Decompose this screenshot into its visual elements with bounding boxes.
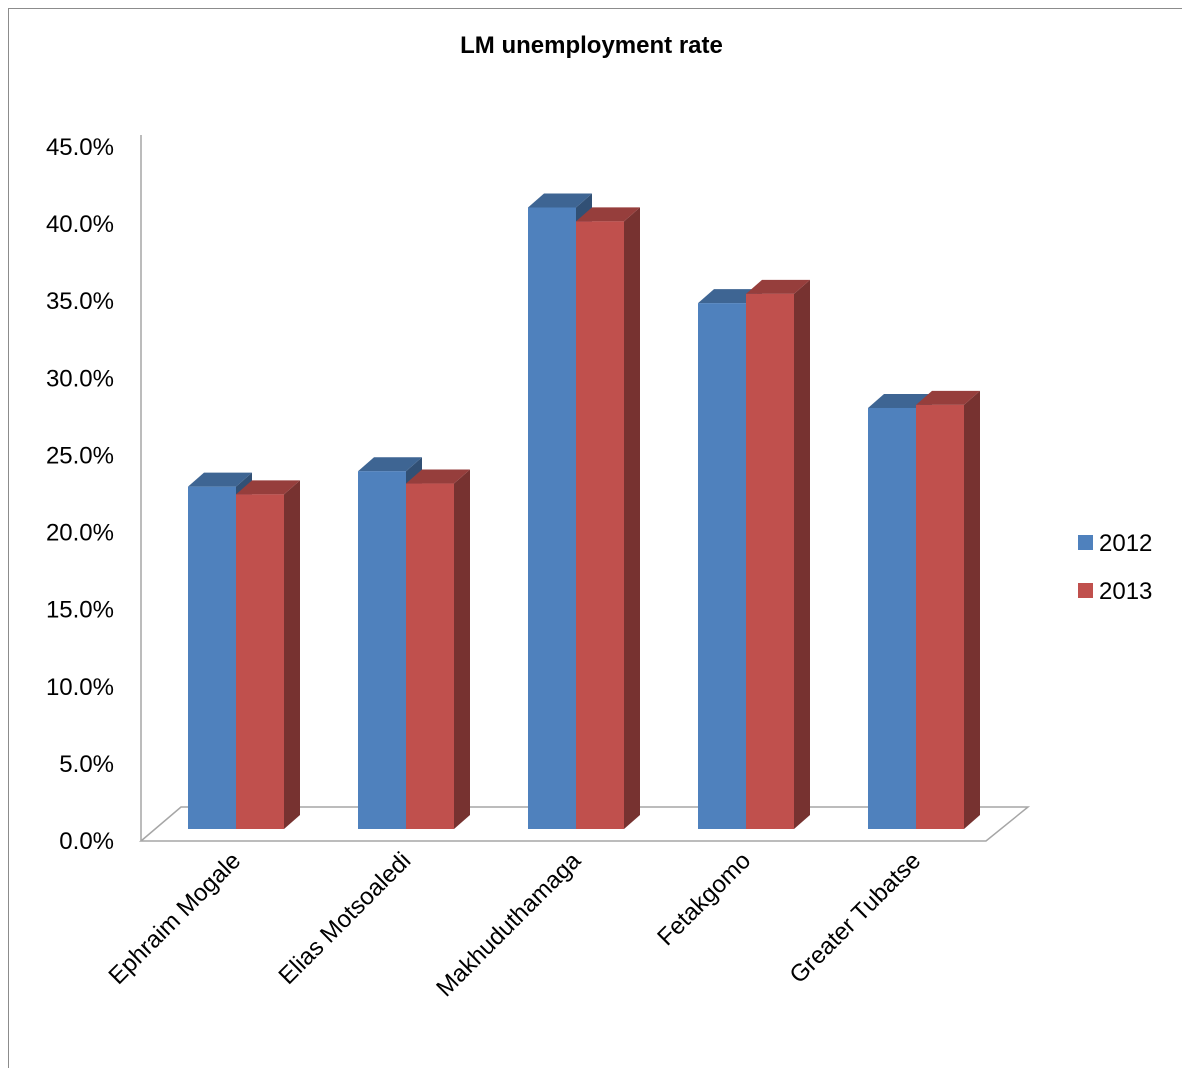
bar-side (964, 390, 980, 829)
bar-top (868, 393, 932, 408)
bar-front (576, 221, 624, 829)
bars (188, 193, 980, 830)
y-tick-label: 0.0% (59, 828, 114, 855)
y-tick-label: 40.0% (46, 211, 114, 238)
y-tick-label: 5.0% (59, 751, 114, 778)
bar-top (236, 480, 300, 495)
bar-front (358, 471, 406, 829)
bar-front (746, 293, 794, 829)
x-category-label: Fetakgomo (652, 847, 756, 951)
bar-top (916, 390, 980, 405)
y-tick-label: 45.0% (46, 134, 114, 161)
bar-2013-3 (746, 279, 810, 829)
bar-side (284, 480, 300, 829)
bar-top (576, 207, 640, 222)
chart-frame (8, 8, 1182, 1068)
x-category-label: Ephraim Mogale (104, 847, 247, 990)
legend-swatch (1078, 535, 1093, 550)
x-category-label: Makhuduthamaga (431, 847, 586, 1002)
bar-2013-2 (576, 207, 640, 829)
x-category-label: Greater Tubatse (785, 847, 927, 989)
bar-side (454, 469, 470, 829)
bar-top (528, 193, 592, 208)
bar-front (406, 483, 454, 829)
bar-top (358, 457, 422, 472)
y-tick-label: 35.0% (46, 288, 114, 315)
y-tick-label: 30.0% (46, 365, 114, 392)
bar-front (916, 404, 964, 829)
legend: 2012 2013 (1078, 530, 1152, 605)
y-tick-label: 25.0% (46, 442, 114, 469)
bar-front (188, 486, 236, 829)
bar-front (698, 303, 746, 829)
bar-front (528, 207, 576, 830)
chart-title: LM unemployment rate (460, 32, 723, 59)
bar-2013-1 (406, 469, 470, 829)
y-axis: 0.0% 5.0% 10.0% 15.0% 20.0% 25.0% 30.0% 35.0% 40… (46, 134, 142, 855)
x-axis-labels: Ephraim Mogale Elias Motsoaledi Makhudutha… (104, 847, 927, 1002)
bar-top (746, 279, 810, 294)
bar-2013-0 (236, 480, 300, 829)
bar-front (236, 494, 284, 829)
bar-front (868, 407, 916, 829)
y-tick-label: 10.0% (46, 674, 114, 701)
bar-side (794, 279, 810, 829)
floor-plane (138, 806, 1031, 842)
bar-top (406, 469, 470, 484)
x-category-label: Elias Motsoaledi (274, 847, 417, 990)
bar-2013-4 (916, 390, 980, 829)
y-tick-label: 20.0% (46, 520, 114, 547)
legend-swatch (1078, 583, 1093, 598)
legend-label: 2013 (1099, 578, 1152, 605)
chart-floor (138, 806, 1031, 842)
y-tick-label: 15.0% (46, 597, 114, 624)
bar-side (624, 207, 640, 829)
bar-top (188, 472, 252, 487)
legend-label: 2012 (1099, 530, 1152, 557)
